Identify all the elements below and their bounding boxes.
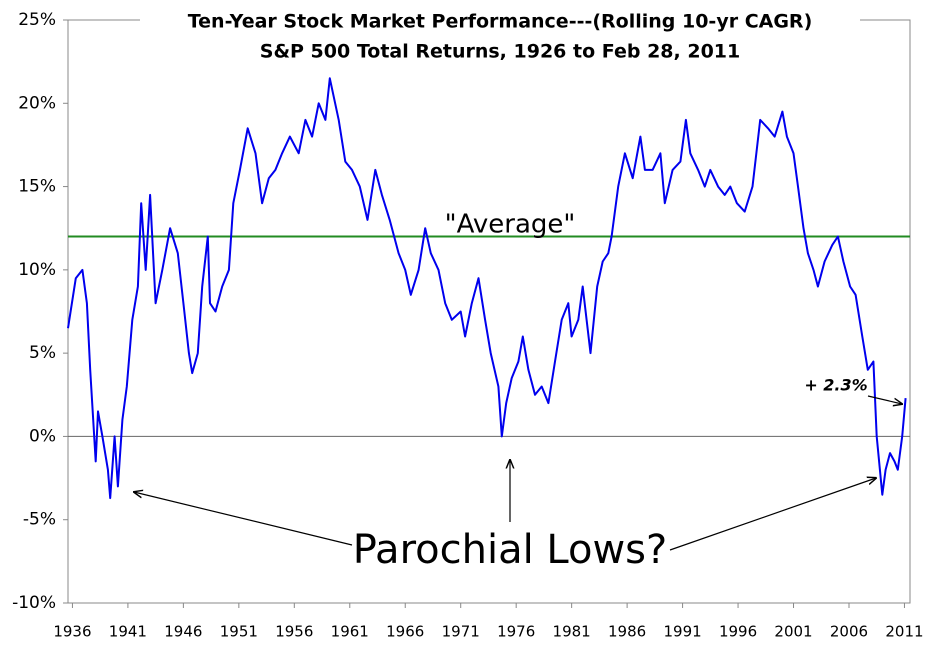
- y-tick-label: 20%: [18, 93, 56, 113]
- y-tick-label: 0%: [29, 426, 56, 446]
- arrows: [134, 395, 902, 551]
- y-tick-label: -10%: [12, 593, 56, 613]
- x-tick-label: 2006: [830, 623, 868, 641]
- arrow: [669, 478, 876, 551]
- x-tick-label: 1971: [442, 623, 480, 641]
- arrow: [134, 492, 353, 546]
- x-tick-label: 1991: [663, 623, 701, 641]
- x-tick-label: 1996: [719, 623, 757, 641]
- title-backdrop: [140, 6, 860, 72]
- chart-subtitle: S&P 500 Total Returns, 1926 to Feb 28, 2…: [260, 41, 740, 63]
- x-tick-label: 1986: [608, 623, 646, 641]
- arrow: [867, 395, 902, 404]
- x-tick-label: 1966: [386, 623, 424, 641]
- y-tick-label: -5%: [23, 510, 56, 530]
- data-line: [67, 77, 907, 500]
- x-tick-label: 1981: [553, 623, 591, 641]
- reference-label: "Average": [445, 210, 576, 240]
- x-tick-label: 1976: [497, 623, 535, 641]
- x-tick-label: 2011: [885, 623, 923, 641]
- x-tick-label: 2001: [774, 623, 812, 641]
- y-tick-label: 5%: [29, 343, 56, 363]
- x-tick-label: 1941: [109, 623, 147, 641]
- x-tick-label: 1956: [275, 623, 313, 641]
- x-tick-label: 1946: [164, 623, 202, 641]
- x-tick-label: 1961: [331, 623, 369, 641]
- plot-frame: [67, 19, 911, 604]
- y-tick-label: 10%: [18, 260, 56, 280]
- y-tick-label: 25%: [18, 10, 56, 30]
- y-tick-label: 15%: [18, 177, 56, 197]
- annotation: + 2.3%: [804, 376, 867, 395]
- annotation: Parochial Lows?: [353, 527, 668, 573]
- x-tick-label: 1951: [220, 623, 258, 641]
- x-tick-label: 1936: [53, 623, 91, 641]
- chart-title: Ten-Year Stock Market Performance---(Rol…: [188, 11, 813, 33]
